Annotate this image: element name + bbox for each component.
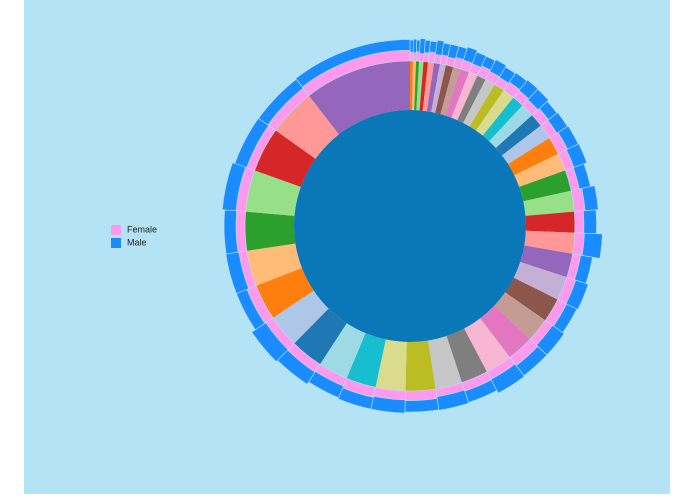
outer-bar — [581, 232, 603, 259]
segment — [431, 63, 446, 113]
segment — [375, 339, 407, 391]
segment — [256, 268, 314, 318]
segment — [346, 333, 386, 388]
segment — [419, 61, 429, 111]
segment — [451, 71, 478, 121]
segment — [446, 328, 487, 383]
outer-bar — [574, 210, 585, 234]
legend-swatch — [111, 225, 121, 235]
segment — [502, 125, 550, 165]
segment — [416, 61, 424, 111]
segment — [475, 90, 514, 136]
outer-bar — [404, 398, 440, 413]
segment — [514, 153, 566, 187]
legend-label: Male — [127, 237, 147, 247]
segment — [523, 190, 575, 216]
segment — [469, 84, 504, 131]
segment — [412, 61, 417, 111]
outer-bar — [235, 210, 248, 253]
segment — [435, 64, 454, 115]
segment — [464, 318, 510, 372]
segment — [294, 308, 347, 365]
segment — [245, 211, 296, 251]
legend-label: Female — [127, 224, 157, 234]
segment — [414, 61, 420, 111]
center-disc — [294, 110, 526, 342]
legend-swatch — [111, 238, 121, 248]
outer-bar — [223, 209, 239, 255]
segment — [489, 105, 533, 149]
segment — [513, 262, 567, 300]
outer-bar — [583, 209, 597, 235]
outer-bar — [409, 51, 414, 62]
segment — [308, 61, 410, 135]
segment — [422, 61, 435, 112]
segment — [520, 245, 573, 278]
segment — [519, 170, 572, 202]
segment — [272, 290, 329, 344]
segment — [245, 170, 301, 216]
segment — [426, 62, 441, 112]
segment — [427, 336, 462, 390]
segment — [494, 292, 546, 340]
segment — [505, 277, 558, 321]
segment — [319, 323, 366, 379]
outer-bar — [409, 39, 414, 53]
segment — [482, 97, 523, 142]
outer-bar — [295, 39, 411, 88]
segment — [254, 130, 316, 187]
segment — [524, 230, 575, 254]
segment — [440, 66, 461, 116]
segment — [508, 137, 559, 176]
segment — [480, 305, 531, 358]
segment — [445, 68, 470, 118]
segment — [495, 115, 541, 156]
segment — [457, 75, 486, 123]
segment — [463, 79, 495, 127]
segment — [405, 340, 436, 391]
segment — [525, 211, 575, 233]
outer-bar — [404, 388, 438, 401]
segment — [410, 61, 414, 111]
segment — [246, 243, 302, 286]
